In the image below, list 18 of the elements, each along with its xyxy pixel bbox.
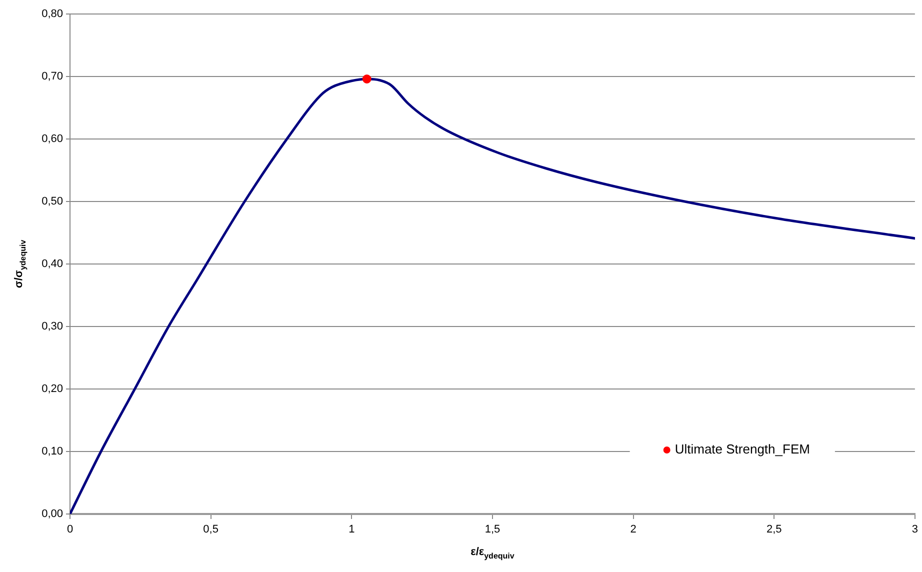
x-tick-label: 1,5 [484, 524, 500, 536]
x-tick-label: 2 [630, 524, 636, 536]
y-tick-label: 0,80 [42, 8, 63, 20]
x-tick-label: 0 [66, 524, 74, 536]
legend-label: Ultimate Strength_FEM [674, 442, 810, 457]
x-tick-label: 0,5 [203, 524, 218, 536]
y-tick-label: 0,20 [42, 383, 63, 396]
y-tick-label: 0,00 [42, 508, 63, 520]
y-tick-label: 0,50 [42, 196, 63, 208]
x-tick-label: 2,5 [766, 524, 782, 536]
y-tick-label: 0,40 [42, 258, 63, 270]
y-tick-label: 0,70 [42, 70, 63, 83]
y-tick-label: 0,10 [42, 446, 63, 458]
y-tick-label: 0,60 [42, 133, 63, 146]
y-tick-label: 0,30 [42, 320, 63, 333]
x-tick-label: 3 [912, 524, 918, 536]
x-tick-label: 1 [348, 524, 355, 536]
y-axis-title: σ/σydequiv [13, 239, 28, 288]
